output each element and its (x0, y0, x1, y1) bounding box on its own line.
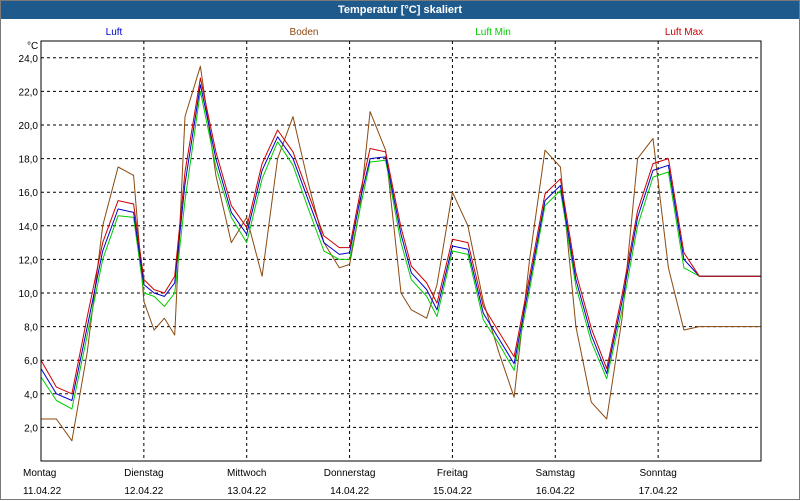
y-tick-label: 22,0 (19, 87, 39, 98)
y-tick-label: 24,0 (19, 54, 39, 65)
x-date-label: 15.04.22 (433, 486, 472, 497)
y-tick-labels: 2,0 4,0 6,0 8,0 10,0 12,0 14,0 16,0 18,0 20,0 22,0… (19, 54, 39, 435)
y-tick-label: 20,0 (19, 121, 39, 132)
y-tick-label: 14,0 (19, 222, 39, 233)
plot-border (40, 40, 762, 462)
legend-luft-min: Luft Min (475, 27, 511, 38)
y-tick-label: 4,0 (24, 390, 38, 401)
x-date-label: 16.04.22 (536, 486, 575, 497)
legend-boden: Boden (290, 27, 319, 38)
legend-luft: Luft (106, 27, 123, 38)
series-line-luft (40, 84, 761, 401)
grid (41, 41, 761, 461)
x-date-label: 14.04.22 (330, 486, 369, 497)
x-day-label: Sonntag (640, 468, 677, 479)
x-day-label: Samstag (536, 468, 575, 479)
series-line-luft-max (40, 77, 761, 395)
x-date-label: 12.04.22 (124, 486, 163, 497)
y-tick-label: 2,0 (24, 423, 38, 434)
series-line-luft-min (40, 90, 761, 410)
x-day-label: Montag (23, 468, 56, 479)
x-date-label: 13.04.22 (227, 486, 266, 497)
y-tick-label: 16,0 (19, 188, 39, 199)
x-date-label: 17.04.22 (639, 486, 678, 497)
series-lines (40, 65, 761, 442)
x-tick-labels: Montag 11.04.22 Dienstag 12.04.22 Mittwoch 13… (23, 468, 678, 497)
x-date-label: 11.04.22 (23, 486, 62, 497)
y-axis-unit: °C (27, 41, 38, 52)
y-tick-label: 18,0 (19, 155, 39, 166)
x-day-label: Mittwoch (227, 468, 266, 479)
x-day-label: Donnerstag (324, 468, 376, 479)
y-tick-label: 8,0 (24, 323, 38, 334)
legend-luft-max: Luft Max (665, 27, 703, 38)
y-tick-label: 10,0 (19, 289, 39, 300)
series-line-boden (41, 65, 761, 442)
x-day-label: Freitag (437, 468, 468, 479)
y-tick-label: 12,0 (19, 255, 39, 266)
chart-title: Temperatur [°C] skaliert (1, 1, 799, 19)
y-tick-label: 6,0 (24, 356, 38, 367)
x-day-label: Dienstag (124, 468, 163, 479)
